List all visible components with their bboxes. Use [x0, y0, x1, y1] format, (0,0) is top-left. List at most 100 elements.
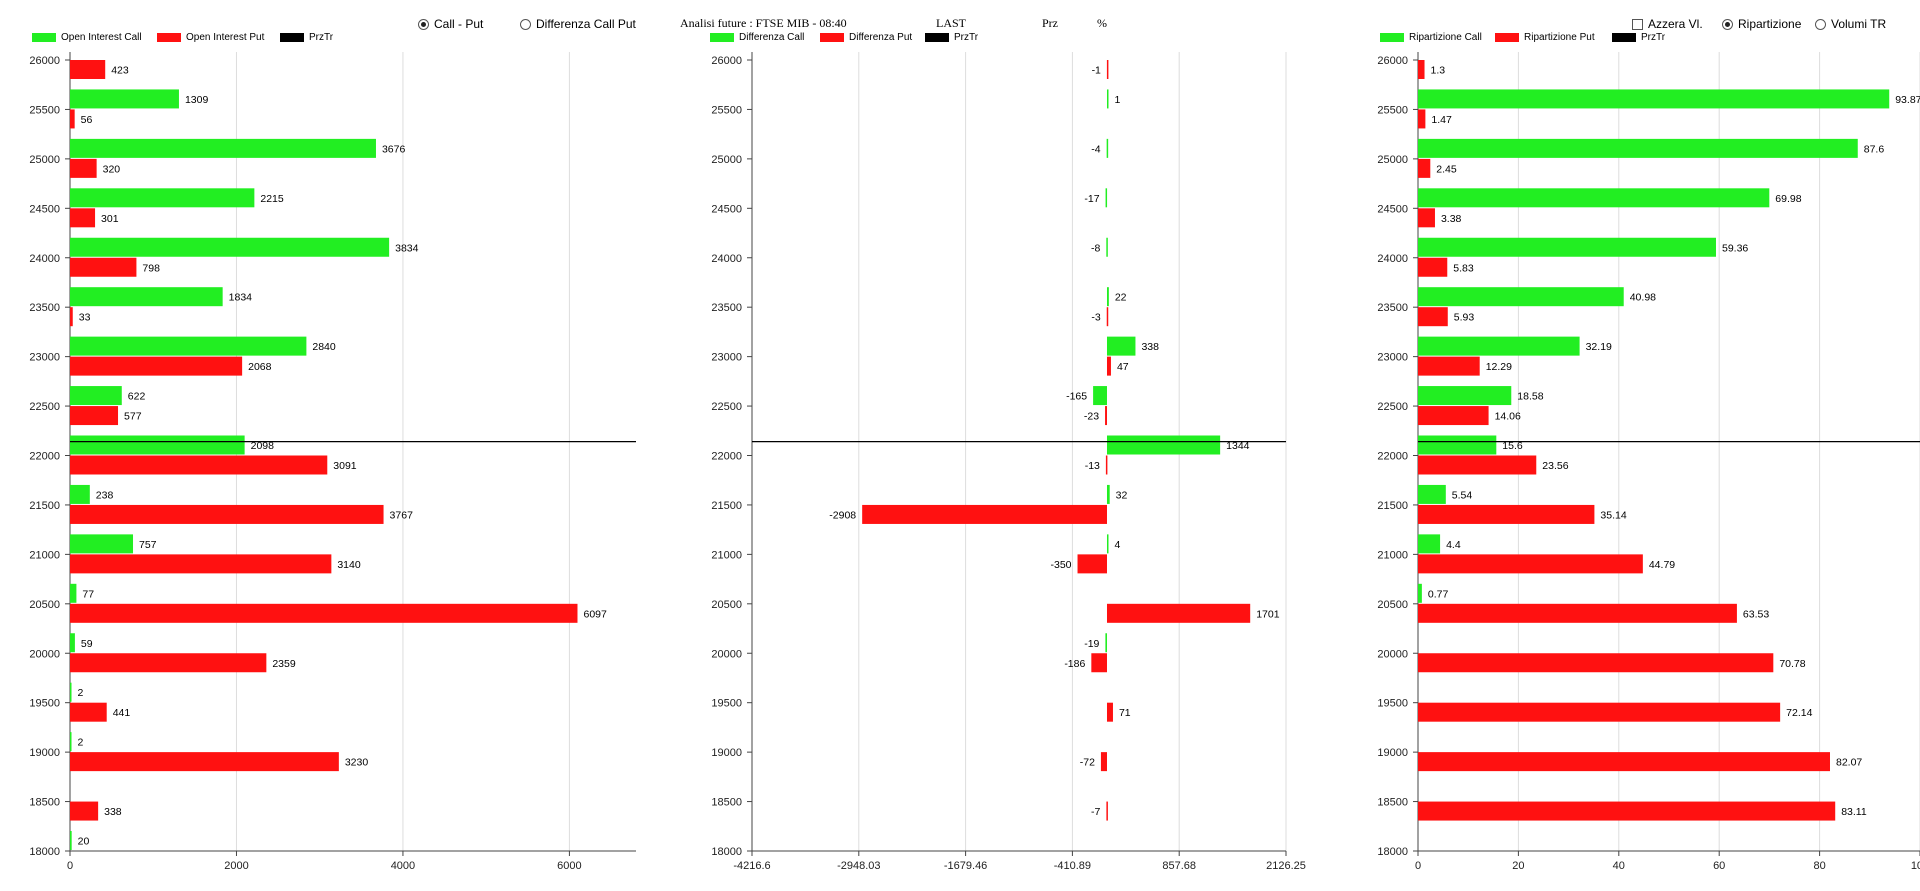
- legend-label: PrzTr: [954, 32, 979, 43]
- data-label: -3: [1091, 312, 1100, 324]
- data-label: 6097: [583, 608, 607, 620]
- data-label: 2: [78, 737, 84, 749]
- x-tick-label: -410.89: [1054, 860, 1091, 872]
- chart-panel-2: -4216.6 -2948.03 -1679.46 -410.89 857.68 2126…: [711, 52, 1306, 872]
- radio-call-put[interactable]: Call - Put: [418, 17, 483, 31]
- bar-call: [70, 138, 376, 158]
- data-label: 3230: [345, 757, 369, 769]
- legend-swatch-put: [157, 33, 181, 42]
- bar-put: [1418, 406, 1489, 426]
- bar-put: [1418, 257, 1448, 277]
- data-label: 798: [142, 262, 160, 274]
- data-label: 3091: [333, 460, 357, 472]
- bar-put: [1418, 603, 1737, 623]
- bar-call: [1106, 336, 1136, 356]
- bar-call: [1418, 336, 1580, 356]
- legend-label: Open Interest Call: [61, 32, 142, 43]
- x-tick-label: -4216.6: [733, 860, 770, 872]
- bar-put: [70, 356, 243, 376]
- data-label: 12.29: [1486, 361, 1512, 373]
- bar-put: [70, 307, 73, 327]
- y-tick-label: 22500: [711, 401, 742, 413]
- legend-call-3: Ripartizione Call: [1380, 32, 1482, 43]
- radio-dot-icon: [1815, 18, 1826, 30]
- y-tick-label: 18000: [29, 846, 60, 858]
- bar-put: [1418, 60, 1425, 79]
- data-label: 87.6: [1864, 143, 1885, 155]
- bar-put: [70, 257, 137, 277]
- bar-put: [1418, 702, 1781, 722]
- radio-label: Ripartizione: [1738, 17, 1802, 31]
- x-tick-label: 857.68: [1162, 860, 1196, 872]
- data-label: 4.4: [1446, 539, 1461, 551]
- bar-put: [862, 504, 1107, 524]
- y-tick-label: 18000: [711, 846, 742, 858]
- legend-put-3: Ripartizione Put: [1495, 32, 1595, 43]
- legend-prztr-3: PrzTr: [1612, 32, 1665, 43]
- bar-call: [70, 89, 179, 109]
- data-label: 56: [81, 114, 93, 126]
- prz-label: Prz: [1042, 16, 1058, 30]
- bar-call: [1106, 435, 1221, 455]
- data-label: 3767: [390, 509, 414, 521]
- bar-call: [1106, 534, 1109, 554]
- bar-call: [1093, 386, 1107, 406]
- bar-call: [1105, 633, 1107, 653]
- radio-volumi-tr[interactable]: Volumi TR: [1815, 17, 1886, 31]
- y-tick-label: 22000: [1377, 451, 1408, 463]
- bar-put: [1106, 702, 1113, 722]
- bar-put: [70, 406, 119, 426]
- radio-label: Differenza Call Put: [536, 17, 636, 31]
- azzera-checkbox[interactable]: Azzera Vl.: [1632, 17, 1703, 31]
- y-tick-label: 19500: [29, 698, 60, 710]
- data-label: 320: [103, 163, 121, 175]
- data-label: 1309: [185, 94, 209, 106]
- last-label: LAST: [936, 16, 966, 30]
- legend-put-1: Open Interest Put: [157, 32, 264, 43]
- bar-call: [1418, 435, 1497, 455]
- data-label: -165: [1066, 391, 1087, 403]
- bar-put: [1105, 455, 1108, 475]
- data-label: 15.6: [1502, 440, 1523, 452]
- bar-put: [1105, 406, 1107, 426]
- bar-call: [70, 831, 72, 850]
- data-label: 301: [101, 213, 119, 225]
- data-label: -350: [1051, 559, 1072, 571]
- bar-put: [70, 60, 106, 79]
- bar-call: [1418, 534, 1441, 554]
- bar-call: [70, 336, 307, 356]
- legend-swatch-prztr: [925, 33, 949, 42]
- radio-differenza[interactable]: Differenza Call Put: [520, 17, 636, 31]
- data-label: 5.93: [1454, 312, 1475, 324]
- bar-call: [1418, 583, 1422, 603]
- legend-label: PrzTr: [1641, 32, 1666, 43]
- bar-put: [1418, 801, 1836, 821]
- data-label: 338: [104, 806, 122, 818]
- data-label: 4: [1114, 539, 1120, 551]
- data-label: 2359: [272, 658, 296, 670]
- y-tick-label: 20000: [1377, 648, 1408, 660]
- y-tick-label: 24500: [29, 203, 60, 215]
- x-tick-label: 0: [67, 860, 73, 872]
- y-tick-label: 23000: [1377, 352, 1408, 364]
- y-tick-label: 24500: [1377, 203, 1408, 215]
- legend-call-1: Open Interest Call: [32, 32, 142, 43]
- bar-call: [70, 633, 75, 653]
- bar-call: [1106, 484, 1110, 504]
- data-label: 33: [79, 312, 91, 324]
- data-label: 622: [128, 391, 146, 403]
- y-tick-label: 24500: [711, 203, 742, 215]
- bar-put: [70, 603, 578, 623]
- data-label: 44.79: [1649, 559, 1675, 571]
- data-label: 338: [1141, 341, 1159, 353]
- y-tick-label: 19000: [1377, 747, 1408, 759]
- data-label: 3834: [395, 242, 419, 254]
- data-label: 83.11: [1841, 806, 1867, 818]
- radio-ripartizione[interactable]: Ripartizione: [1722, 17, 1801, 31]
- bar-put: [1106, 603, 1251, 623]
- y-tick-label: 23000: [711, 352, 742, 364]
- data-label: 59.36: [1722, 242, 1748, 254]
- y-tick-label: 19500: [1377, 698, 1408, 710]
- y-tick-label: 23500: [1377, 302, 1408, 314]
- bar-put: [1106, 356, 1111, 376]
